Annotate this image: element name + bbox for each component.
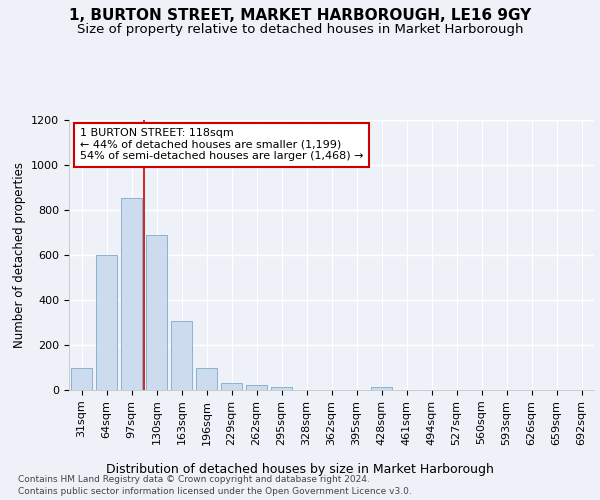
- Bar: [271, 388, 292, 390]
- Bar: [171, 322, 192, 390]
- Bar: [246, 385, 267, 390]
- Text: Distribution of detached houses by size in Market Harborough: Distribution of detached houses by size …: [106, 462, 494, 475]
- Bar: [221, 383, 242, 390]
- Y-axis label: Number of detached properties: Number of detached properties: [13, 162, 26, 348]
- Bar: [371, 386, 392, 390]
- Bar: [121, 198, 142, 390]
- Bar: [196, 368, 217, 390]
- Text: Contains HM Land Registry data © Crown copyright and database right 2024.: Contains HM Land Registry data © Crown c…: [18, 475, 370, 484]
- Text: Size of property relative to detached houses in Market Harborough: Size of property relative to detached ho…: [77, 22, 523, 36]
- Bar: [146, 235, 167, 390]
- Bar: [71, 368, 92, 390]
- Bar: [96, 255, 117, 390]
- Text: Contains public sector information licensed under the Open Government Licence v3: Contains public sector information licen…: [18, 488, 412, 496]
- Text: 1 BURTON STREET: 118sqm
← 44% of detached houses are smaller (1,199)
54% of semi: 1 BURTON STREET: 118sqm ← 44% of detache…: [79, 128, 363, 162]
- Text: 1, BURTON STREET, MARKET HARBOROUGH, LE16 9GY: 1, BURTON STREET, MARKET HARBOROUGH, LE1…: [69, 8, 531, 22]
